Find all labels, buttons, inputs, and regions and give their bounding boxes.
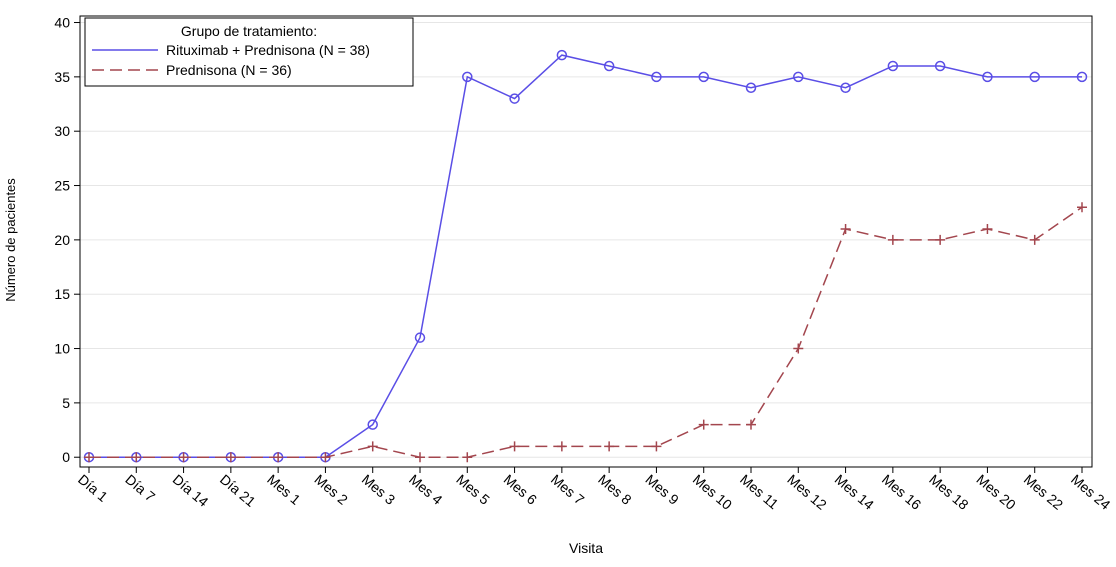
data-point — [793, 71, 804, 83]
data-point — [462, 452, 473, 463]
legend-label: Rituximab + Prednisona (N = 38) — [166, 42, 370, 58]
data-point — [887, 60, 899, 72]
data-point — [793, 343, 804, 354]
data-point — [273, 452, 284, 463]
y-tick-label: 5 — [62, 395, 70, 411]
x-tick-label: Mes 10 — [690, 471, 736, 513]
data-point — [651, 441, 662, 452]
y-tick-label: 20 — [54, 232, 70, 248]
series-line — [89, 54, 1082, 458]
data-point — [414, 332, 426, 343]
data-point — [604, 441, 615, 452]
x-tick-label: Día 14 — [170, 471, 212, 510]
data-point — [651, 71, 662, 83]
x-tick-label: Mes 22 — [1021, 471, 1067, 513]
data-point — [698, 71, 709, 83]
x-tick-label: Día 1 — [75, 471, 111, 505]
x-tick-label: Mes 20 — [974, 471, 1020, 513]
data-point — [509, 93, 520, 104]
legend-label: Prednisona (N = 36) — [166, 62, 292, 78]
data-point — [1029, 71, 1040, 83]
data-point — [934, 60, 946, 72]
legend-title: Grupo de tratamiento: — [181, 23, 317, 39]
data-point — [367, 419, 378, 430]
data-point — [320, 452, 331, 463]
y-tick-label: 15 — [54, 286, 70, 302]
data-point — [1076, 71, 1088, 83]
data-point — [982, 71, 993, 83]
y-tick-label: 10 — [54, 341, 70, 357]
data-point — [367, 441, 378, 452]
x-tick-label: Mes 2 — [312, 471, 352, 508]
data-point — [1029, 234, 1040, 245]
x-tick-label: Mes 11 — [737, 471, 782, 512]
data-point — [225, 452, 236, 463]
x-tick-label: Mes 24 — [1068, 471, 1114, 513]
data-point — [840, 224, 851, 235]
series-line — [89, 206, 1083, 458]
data-point — [556, 49, 568, 61]
legend: Grupo de tratamiento: Rituximab + Prednis… — [84, 17, 414, 87]
y-tick-label: 35 — [54, 69, 70, 85]
data-point — [462, 71, 473, 83]
x-tick-label: Día 21 — [217, 471, 259, 510]
x-tick-label: Mes 3 — [359, 471, 399, 508]
data-point — [840, 82, 851, 93]
data-point — [556, 441, 567, 452]
data-point — [746, 419, 756, 430]
data-point — [745, 82, 757, 93]
data-point — [887, 234, 898, 245]
x-tick-label: Mes 12 — [784, 471, 830, 513]
x-tick-label: Mes 1 — [264, 471, 304, 508]
data-point — [509, 441, 520, 452]
data-point — [84, 452, 94, 463]
x-tick-label: Mes 16 — [879, 471, 925, 513]
data-point — [1077, 202, 1087, 213]
y-tick-label: 0 — [62, 449, 70, 465]
x-tick-label: Mes 7 — [548, 471, 588, 508]
x-tick-label: Mes 4 — [406, 471, 446, 508]
x-tick-label: Mes 14 — [832, 471, 878, 513]
x-tick-label: Mes 5 — [453, 471, 493, 508]
data-point — [178, 452, 189, 463]
x-tick-label: Mes 8 — [595, 471, 635, 508]
data-point — [415, 452, 425, 463]
y-tick-label: 25 — [54, 178, 70, 194]
x-tick-label: Mes 9 — [643, 471, 683, 508]
x-tick-label: Día 7 — [122, 471, 158, 505]
data-point — [698, 419, 709, 430]
x-axis-label: Visita — [569, 540, 603, 556]
plot-frame — [79, 15, 1093, 468]
data-point — [935, 234, 946, 245]
data-point — [603, 60, 615, 72]
legend-box — [84, 17, 414, 87]
x-tick-label: Mes 6 — [501, 471, 541, 508]
y-tick-label: 40 — [54, 15, 70, 31]
data-point — [982, 224, 993, 235]
x-tick-label: Mes 18 — [926, 471, 972, 513]
y-tick-label: 30 — [54, 123, 70, 139]
data-point — [131, 452, 142, 463]
y-axis-label: Número de pacientes — [3, 178, 18, 302]
